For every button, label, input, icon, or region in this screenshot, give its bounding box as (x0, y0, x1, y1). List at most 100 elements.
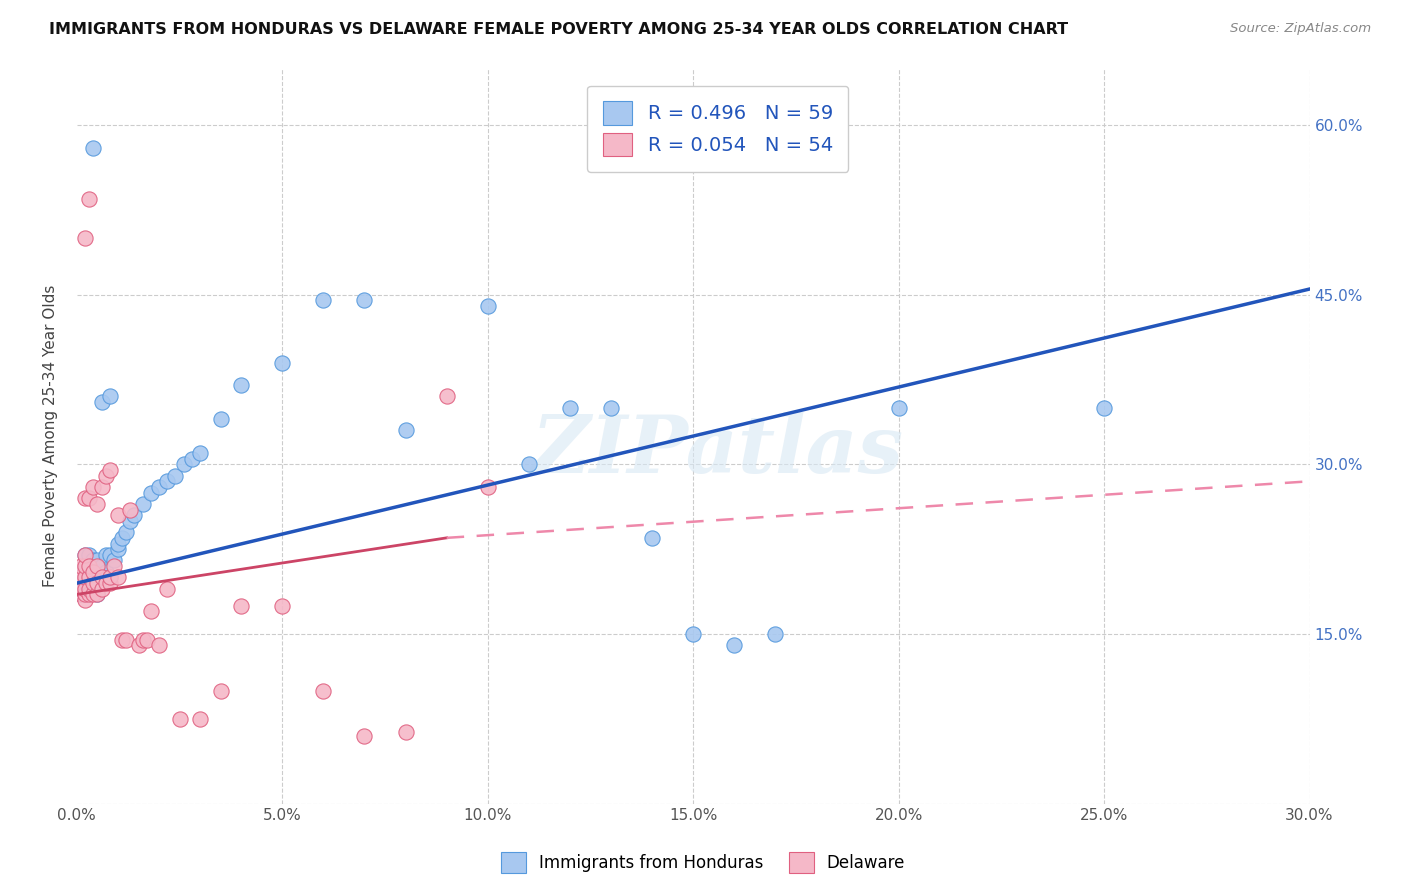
Point (90, 559, 112, 574)
Point (90, 576, 112, 591)
Point (394, 424, 416, 438)
Point (70, 576, 93, 591)
Point (70, 587, 93, 601)
Point (75, 576, 97, 591)
Point (75, 231, 97, 245)
Point (115, 525, 138, 540)
Point (90, 480, 112, 494)
Point (165, 468, 187, 483)
Text: IMMIGRANTS FROM HONDURAS VS DELAWARE FEMALE POVERTY AMONG 25-34 YEAR OLDS CORREL: IMMIGRANTS FROM HONDURAS VS DELAWARE FEM… (49, 22, 1069, 37)
Point (209, 683, 232, 698)
Point (131, 497, 153, 511)
Point (887, 401, 910, 415)
Point (70, 559, 93, 574)
Point (209, 412, 232, 426)
Point (98, 463, 121, 477)
Point (107, 542, 129, 557)
Point (558, 401, 581, 415)
Point (271, 355, 294, 369)
Point (600, 401, 623, 415)
Point (75, 548, 97, 562)
Legend: Immigrants from Honduras, Delaware: Immigrants from Honduras, Delaware (494, 846, 912, 880)
Point (82, 587, 104, 601)
Point (394, 725, 416, 739)
Point (641, 531, 664, 545)
Point (148, 638, 170, 652)
Point (107, 570, 129, 584)
Point (128, 638, 150, 652)
Point (353, 729, 375, 743)
Point (124, 508, 146, 523)
Point (75, 587, 97, 601)
Point (82, 582, 104, 596)
Point (98, 389, 121, 403)
Text: ZIPatlas: ZIPatlas (531, 412, 904, 490)
Point (107, 508, 129, 523)
Point (75, 570, 97, 584)
Point (86, 576, 108, 591)
Point (77, 587, 100, 601)
Point (148, 480, 170, 494)
Point (82, 576, 104, 591)
Point (77, 491, 100, 506)
Point (75, 559, 97, 574)
Point (135, 632, 157, 647)
Point (188, 446, 211, 460)
Point (90, 570, 112, 584)
Point (90, 395, 112, 409)
Point (271, 599, 294, 613)
Point (94, 548, 117, 562)
Point (70, 565, 93, 579)
Point (188, 712, 211, 726)
Point (75, 548, 97, 562)
Point (173, 458, 195, 472)
Point (77, 582, 100, 596)
Point (82, 480, 104, 494)
Point (231, 378, 253, 392)
Point (75, 570, 97, 584)
Point (82, 553, 104, 567)
Y-axis label: Female Poverty Among 25-34 Year Olds: Female Poverty Among 25-34 Year Olds (44, 285, 58, 587)
Point (312, 683, 335, 698)
Point (98, 576, 121, 591)
Point (77, 192, 100, 206)
Text: Source: ZipAtlas.com: Source: ZipAtlas.com (1230, 22, 1371, 36)
Point (156, 582, 179, 596)
Point (77, 576, 100, 591)
Point (75, 593, 97, 607)
Point (312, 293, 335, 308)
Point (111, 632, 134, 647)
Point (103, 553, 125, 567)
Point (86, 570, 108, 584)
Point (75, 587, 97, 601)
Point (139, 604, 162, 618)
Point (77, 570, 100, 584)
Point (70, 570, 93, 584)
Point (111, 531, 134, 545)
Point (75, 559, 97, 574)
Point (82, 141, 104, 155)
Point (86, 497, 108, 511)
Point (94, 565, 117, 579)
Point (98, 570, 121, 584)
Point (86, 559, 108, 574)
Point (763, 627, 786, 641)
Point (115, 632, 138, 647)
Point (77, 548, 100, 562)
Point (98, 548, 121, 562)
Point (139, 485, 162, 500)
Point (353, 293, 375, 308)
Point (231, 599, 253, 613)
Point (98, 570, 121, 584)
Point (77, 559, 100, 574)
Point (477, 299, 499, 313)
Point (77, 587, 100, 601)
Point (723, 638, 745, 652)
Point (180, 451, 202, 466)
Point (517, 458, 540, 472)
Point (682, 627, 704, 641)
Point (103, 559, 125, 574)
Point (107, 536, 129, 550)
Point (90, 582, 112, 596)
Point (436, 389, 458, 403)
